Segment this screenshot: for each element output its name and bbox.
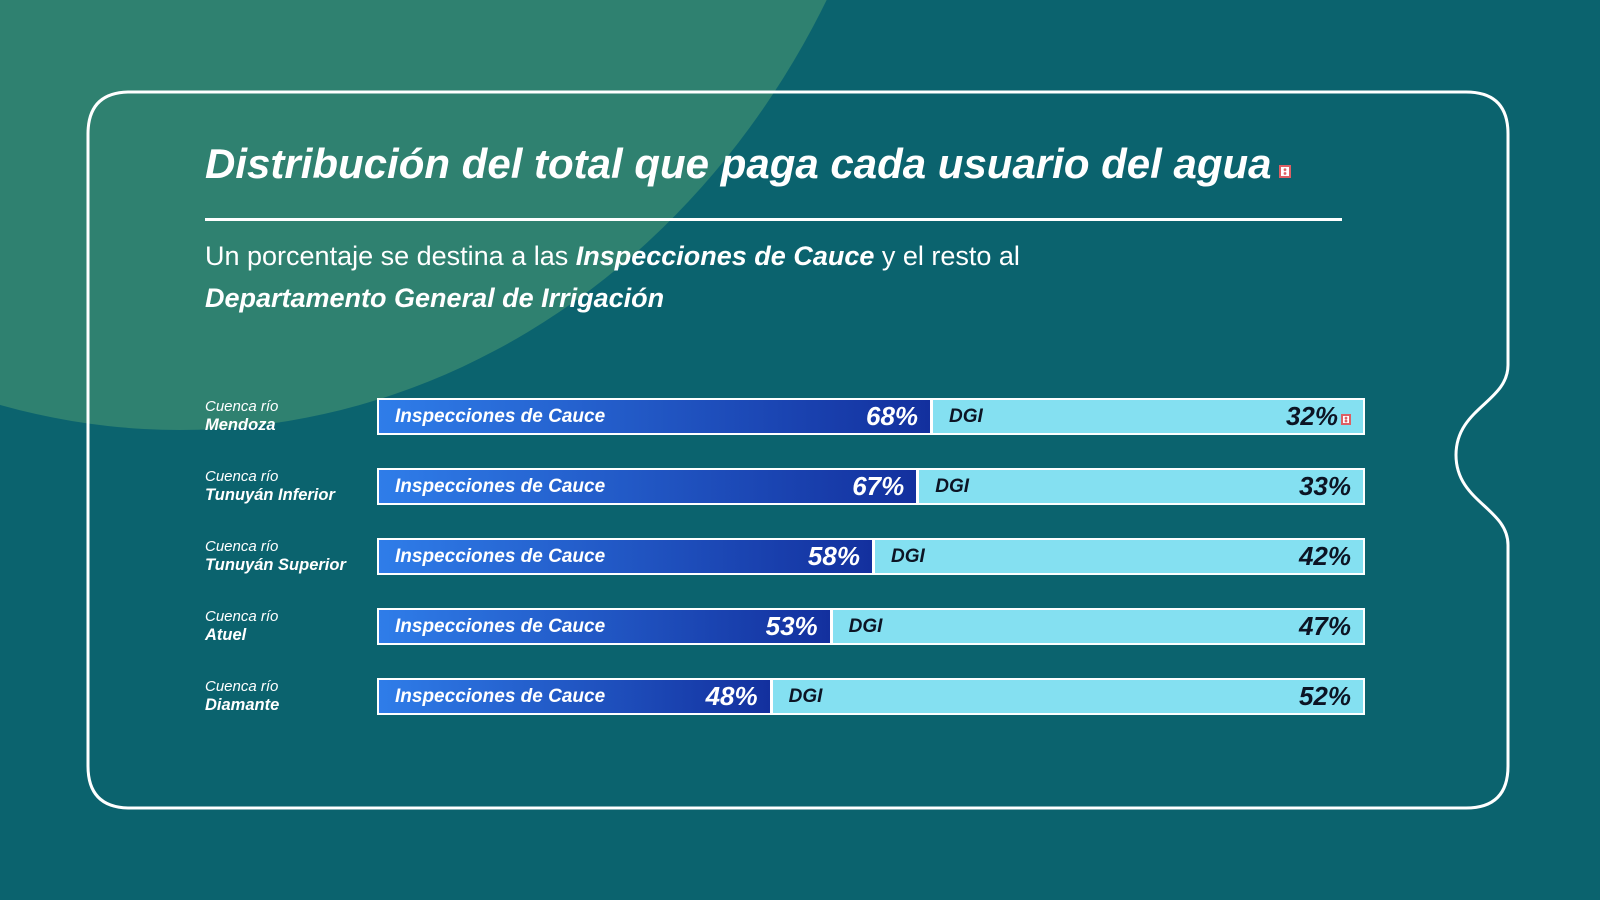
stacked-bar: Inspecciones de Cauce 48% DGI 52% — [377, 678, 1365, 715]
segment-label: DGI — [935, 475, 970, 497]
segment-label: Inspecciones de Cauce — [395, 685, 606, 707]
bar-segment-dgi: DGI 52% — [772, 680, 1363, 713]
segment-value: 52% — [1298, 681, 1351, 711]
title-divider — [205, 218, 1342, 221]
bar-segment-inspecciones: Inspecciones de Cauce 48% — [379, 680, 770, 713]
subtitle-text-1: Un porcentaje se destina a las — [205, 241, 576, 271]
chart-row: Cuenca río Mendoza Inspecciones de Cauce 68… — [205, 398, 1365, 435]
category-basin: Diamante — [205, 695, 280, 714]
card-outline-path — [86, 90, 1510, 810]
stacked-bar: Inspecciones de Cauce 53% DGI 47% — [377, 608, 1365, 645]
chart-rows: Cuenca río Mendoza Inspecciones de Cauce 68… — [205, 398, 1365, 748]
segment-value: 47% — [1298, 611, 1351, 641]
segment-value: 42% — [1298, 541, 1351, 571]
missing-glyph-marker — [1278, 165, 1291, 178]
bar-segment-dgi: DGI 47% — [832, 610, 1363, 643]
bar-segment-dgi: DGI 33% — [919, 470, 1363, 503]
category-basin: Atuel — [205, 625, 247, 644]
bar-segment-dgi: DGI 42% — [874, 540, 1363, 573]
category-label: Cuenca río Mendoza — [205, 398, 377, 435]
stacked-bar: Inspecciones de Cauce 67% DGI 33% — [377, 468, 1365, 505]
segment-value: 48% — [705, 681, 758, 711]
category-basin: Tunuyán Inferior — [205, 485, 335, 504]
segment-value: 53% — [765, 611, 818, 641]
category-basin: Tunuyán Superior — [205, 555, 346, 574]
bar-segment-inspecciones: Inspecciones de Cauce 53% — [379, 610, 830, 643]
segment-label: DGI — [788, 685, 823, 707]
chart-row: Cuenca río Diamante Inspecciones de Cauce 4… — [205, 678, 1365, 715]
bar-segment-dgi: DGI 32% — [933, 400, 1363, 433]
segment-label: Inspecciones de Cauce — [395, 545, 606, 567]
category-prefix: Cuenca río — [205, 677, 279, 695]
chart-row: Cuenca río Tunuyán Superior Inspecciones d… — [205, 538, 1365, 575]
chart-row: Cuenca río Atuel Inspecciones de Cauce 53% D… — [205, 608, 1365, 645]
segment-label: Inspecciones de Cauce — [395, 405, 606, 427]
stacked-bar: Inspecciones de Cauce 58% DGI 42% — [377, 538, 1365, 575]
subtitle-text-2: y el resto al — [874, 241, 1020, 271]
chart-row: Cuenca río Tunuyán Inferior Inspecciones d… — [205, 468, 1365, 505]
category-prefix: Cuenca río — [205, 607, 279, 625]
segment-label: DGI — [890, 545, 925, 567]
category-prefix: Cuenca río — [205, 537, 279, 555]
page-title: Distribución del total que paga cada usu… — [205, 140, 1291, 188]
category-label: Cuenca río Diamante — [205, 678, 377, 715]
segment-value: 32% — [1286, 401, 1363, 432]
segment-label: Inspecciones de Cauce — [395, 475, 606, 497]
category-basin: Mendoza — [205, 415, 276, 434]
subtitle-emphasis-dgi: Departamento General de Irrigación — [205, 282, 665, 313]
subtitle-emphasis-inspecciones: Inspecciones de Cauce — [575, 241, 875, 271]
segment-value: 33% — [1298, 471, 1351, 501]
category-prefix: Cuenca río — [205, 467, 279, 485]
bar-segment-inspecciones: Inspecciones de Cauce 68% — [379, 400, 931, 433]
segment-value: 68% — [865, 401, 919, 431]
category-prefix: Cuenca río — [205, 397, 279, 415]
page-title-text: Distribución del total que paga cada usu… — [205, 140, 1272, 187]
segment-label: Inspecciones de Cauce — [395, 615, 606, 637]
segment-value: 67% — [852, 471, 905, 501]
segment-value: 58% — [807, 541, 860, 571]
missing-glyph-marker — [1341, 414, 1351, 425]
category-label: Cuenca río Tunuyán Inferior — [205, 468, 377, 505]
bar-segment-inspecciones: Inspecciones de Cauce 58% — [379, 540, 872, 573]
category-label: Cuenca río Tunuyán Superior — [205, 538, 377, 575]
segment-label: DGI — [949, 405, 983, 427]
segment-label: DGI — [848, 615, 883, 637]
bar-segment-inspecciones: Inspecciones de Cauce 67% — [379, 470, 917, 503]
category-label: Cuenca río Atuel — [205, 608, 377, 645]
subtitle: Un porcentaje se destina a las Inspeccio… — [205, 236, 1255, 320]
stacked-bar: Inspecciones de Cauce 68% DGI 32% — [377, 398, 1365, 435]
